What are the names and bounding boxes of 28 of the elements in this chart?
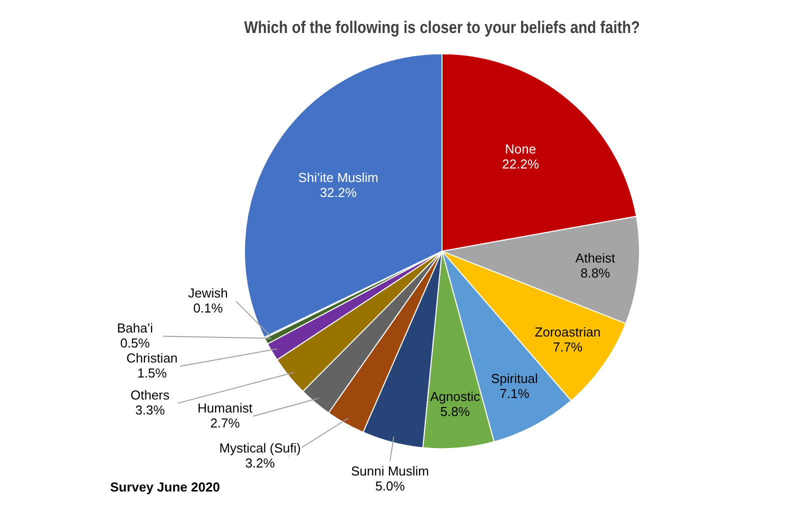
data-label: 3.2% bbox=[245, 455, 276, 470]
slice-label: None bbox=[505, 141, 536, 156]
data-label: 5.0% bbox=[375, 478, 406, 494]
data-label: 7.7% bbox=[552, 339, 583, 354]
slice-label: Agnostic bbox=[430, 388, 480, 404]
data-label: 8.8% bbox=[580, 265, 611, 280]
slice-label: Humanist bbox=[198, 400, 253, 416]
chart-title: Which of the following is closer to your beliefs and faith? bbox=[244, 18, 640, 38]
slice-label: Atheist bbox=[575, 250, 616, 266]
data-label: 1.5% bbox=[137, 365, 168, 380]
slice-label: Shi’ite Muslim bbox=[298, 170, 378, 186]
data-label: 0.1% bbox=[193, 300, 224, 316]
slice-label: Zoroastrian bbox=[534, 324, 601, 340]
slice-label: Mystical (Sufi) bbox=[219, 440, 301, 456]
data-label: 5.8% bbox=[440, 404, 470, 419]
slice-label: Christian bbox=[126, 350, 178, 366]
data-label: 0.5% bbox=[120, 335, 150, 350]
slice-label: Others bbox=[130, 387, 170, 402]
data-label: 22.2% bbox=[502, 156, 540, 172]
data-label: 2.7% bbox=[210, 415, 240, 430]
slice-label: Jewish bbox=[188, 285, 228, 300]
slice-label: Spiritual bbox=[490, 371, 538, 386]
data-label: 3.3% bbox=[135, 402, 166, 418]
slice-label: Baha’i bbox=[116, 320, 154, 336]
data-label: 32.2% bbox=[320, 185, 358, 200]
slice-label: Sunni Muslim bbox=[350, 463, 430, 478]
data-label: 7.1% bbox=[500, 386, 530, 402]
text: Survey June 2020 bbox=[110, 480, 220, 495]
